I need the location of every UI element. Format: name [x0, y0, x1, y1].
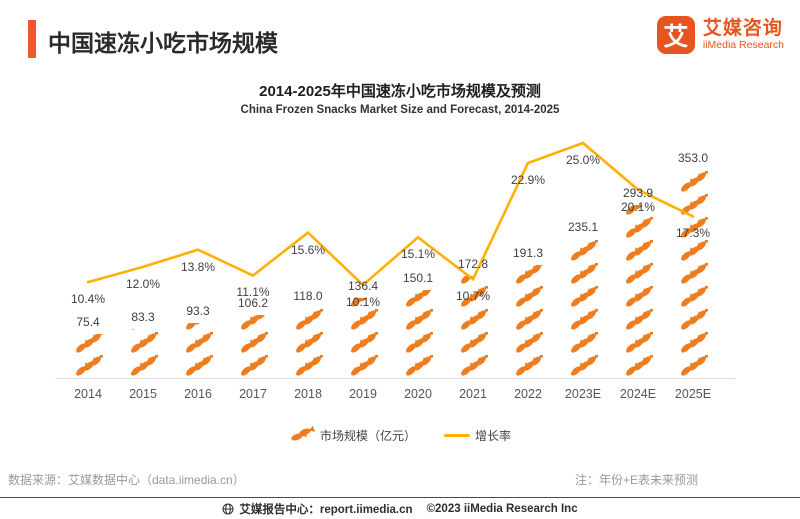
x-axis-label: 2025E: [674, 387, 712, 401]
pictogram-bar: [348, 298, 378, 378]
iimedia-logo: 艾 艾媒咨询 iiMedia Research: [656, 16, 784, 54]
fish-pictogram-icon: [289, 425, 316, 445]
data-source-text: 数据来源：艾媒数据中心（data.iimedia.cn）: [8, 473, 245, 487]
pictogram-bar-icons: [183, 323, 213, 378]
pictogram-bar: [623, 205, 653, 378]
x-axis-label: 2017: [239, 387, 267, 401]
line-swatch-icon: [444, 434, 470, 437]
growth-rate-label: 22.9%: [510, 173, 546, 188]
pictogram-bar: [458, 276, 488, 378]
pictogram-bar-icons: [238, 315, 268, 378]
growth-rate-label: 13.8%: [180, 259, 216, 274]
bar-value-label: 93.3: [186, 304, 210, 318]
x-axis-label: 2014: [74, 387, 102, 401]
x-axis-label: 2022: [514, 387, 542, 401]
legend-label-growth-rate: 增长率: [475, 429, 512, 443]
bar-value-label: 75.4: [76, 315, 100, 329]
bar-value-label: 150.1: [402, 271, 434, 285]
logo-name-en: iiMedia Research: [702, 39, 784, 52]
pictogram-bar: [568, 239, 598, 378]
bar-value-label: 136.4: [347, 279, 379, 293]
bar-value-label: 235.1: [567, 220, 599, 234]
chart-title: 2014-2025年中国速冻小吃市场规模及预测: [259, 83, 541, 100]
logo-name-cn: 艾媒咨询: [702, 17, 783, 39]
growth-line: [86, 141, 695, 287]
legend-item-market-size: 市场规模（亿元）: [289, 425, 416, 445]
pictogram-bar: [238, 315, 268, 378]
bar-value-label: 353.0: [677, 151, 709, 165]
footer-site-text: 艾媒报告中心：report.iimedia.cn: [239, 503, 413, 516]
growth-rate-label: 11.1%: [236, 285, 270, 300]
bar-value-label: 172.8: [457, 257, 489, 271]
pictogram-bar-icons: [403, 290, 433, 378]
x-axis-baseline: [55, 378, 735, 379]
pictogram-bar-icons: [293, 308, 323, 378]
plot-area: 75.4 10.4% 2014 83.3 12.0% 2015 93.3 13.8% 2016 1…: [55, 128, 735, 401]
growth-rate-label: 12.0%: [125, 276, 161, 291]
pictogram-bar-icons: [568, 239, 598, 378]
growth-rate-label: 25.0%: [565, 153, 601, 167]
pictogram-bar: [73, 334, 103, 378]
x-axis-label: 2018: [294, 387, 322, 401]
footer-copyright: ©2023 iiMedia Research Inc: [426, 502, 578, 515]
growth-rate-label: 15.6%: [290, 242, 326, 257]
bar-value-label: 118.0: [293, 289, 323, 303]
x-axis-label: 2016: [184, 387, 212, 401]
legend: 市场规模（亿元） 增长率: [0, 425, 800, 445]
growth-rate-label: 10.4%: [70, 292, 106, 307]
legend-item-growth-rate: 增长率: [444, 427, 511, 444]
pictogram-bar-icons: [128, 329, 158, 378]
pictogram-bar-icons: [513, 265, 543, 378]
x-axis-label: 2020: [404, 387, 432, 401]
pictogram-bar-icons: [623, 205, 653, 378]
footer-bar: 艾媒报告中心：report.iimedia.cn ©2023 iiMedia R…: [0, 497, 800, 519]
bar-value-label: 83.3: [131, 310, 155, 324]
x-axis-label: 2023E: [564, 387, 602, 401]
growth-rate-label: 10.1%: [345, 295, 381, 309]
pictogram-bar: [678, 170, 708, 378]
page-title: 中国速冻小吃市场规模: [48, 30, 278, 56]
pictogram-bar-icons: [678, 170, 708, 378]
x-axis-label: 2021: [459, 387, 487, 401]
growth-rate-label: 10.7%: [455, 289, 491, 304]
pictogram-bar-icons: [458, 276, 488, 378]
logo-mark-icon: 艾: [656, 16, 695, 54]
growth-rate-label: 17.3%: [675, 226, 711, 241]
x-axis-label: 2019: [349, 387, 377, 401]
pictogram-bar: [183, 323, 213, 378]
growth-rate-label: 20.1%: [620, 199, 656, 214]
bar-value-label: 191.3: [512, 246, 544, 260]
x-axis-label: 2015: [129, 387, 157, 401]
bar-value-label: 293.9: [622, 186, 654, 200]
chart-subtitle: China Frozen Snacks Market Size and Fore…: [240, 104, 560, 116]
legend-label-market-size: 市场规模（亿元）: [319, 429, 416, 443]
x-axis-label: 2024E: [619, 387, 657, 401]
pictogram-bar: [293, 308, 323, 378]
title-accent-bar: [28, 20, 36, 58]
pictogram-bar: [403, 290, 433, 378]
growth-rate-label: 15.1%: [400, 247, 436, 262]
pictogram-bar: [128, 329, 158, 378]
pictogram-bar-icons: [348, 298, 378, 378]
globe-icon: [222, 503, 234, 514]
pictogram-bar: [513, 265, 543, 378]
note-text: 注：年份+E表未来预测: [575, 473, 699, 487]
pictogram-bar-icons: [73, 334, 103, 378]
bar-value-label: 106.2: [237, 296, 269, 310]
